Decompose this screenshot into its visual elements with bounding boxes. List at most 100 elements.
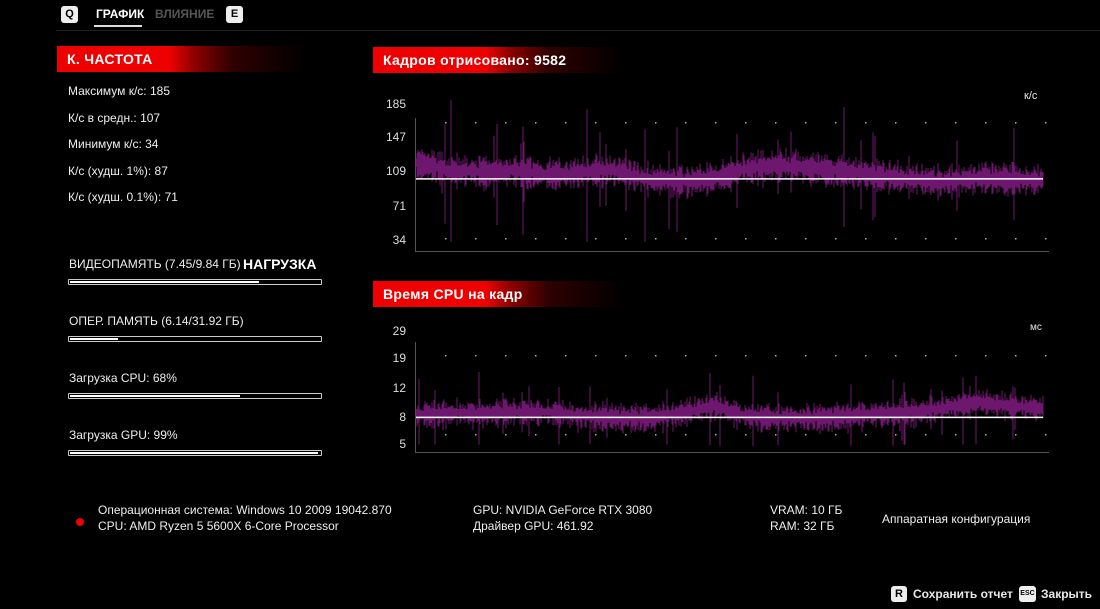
close-label: Закрыть [1041, 587, 1093, 601]
grid-dot [955, 434, 957, 436]
grid-dot [595, 434, 597, 436]
stat-max: Максимум к/с: 185 [68, 84, 170, 98]
cpu-unit: мс [1030, 322, 1042, 333]
grid-dot [775, 434, 777, 436]
grid-dot [535, 238, 537, 240]
grid-dot [685, 238, 687, 240]
grid-dot [985, 434, 987, 436]
next-tab-key[interactable]: E [226, 6, 243, 23]
grid-dot [505, 122, 507, 124]
grid-dot [475, 355, 477, 357]
driver-info: Драйвер GPU: 461.92 [473, 519, 594, 533]
fps-unit: к/с [1024, 90, 1038, 102]
grid-dot [745, 355, 747, 357]
cpu-chart-title: Время CPU на кадр [373, 281, 623, 307]
grid-dot [655, 122, 657, 124]
grid-dot [985, 238, 987, 240]
os-info: Операционная система: Windows 10 2009 19… [98, 503, 392, 517]
grid-dot [595, 238, 597, 240]
y-tick-label: 185 [385, 97, 406, 111]
stat-01pct: К/с (худш. 0.1%): 71 [68, 190, 178, 204]
grid-dot [1045, 238, 1047, 240]
esc-key-icon: ESC [1019, 586, 1036, 602]
grid-dot [745, 434, 747, 436]
grid-dot [775, 238, 777, 240]
grid-dot [805, 238, 807, 240]
active-tab-underline [94, 25, 142, 27]
header-divider [56, 30, 1100, 31]
grid-dot [505, 238, 507, 240]
load-label: Загрузка CPU: 68% [69, 371, 177, 385]
load-progress-bar [68, 279, 322, 285]
stat-min: Минимум к/с: 34 [68, 137, 159, 151]
grid-dot [745, 238, 747, 240]
grid-dot [835, 355, 837, 357]
load-progress-bar [68, 450, 322, 456]
close-button[interactable]: ESC Закрыть [1019, 586, 1092, 602]
save-report-label: Сохранить отчет [913, 587, 1013, 601]
grid-dot [445, 355, 447, 357]
grid-dot [625, 238, 627, 240]
y-tick-label: 19 [392, 351, 406, 365]
grid-dot [715, 122, 717, 124]
grid-dot [655, 434, 657, 436]
grid-dot [445, 122, 447, 124]
load-progress-fill [70, 395, 240, 397]
grid-dot [745, 122, 747, 124]
grid-dot [835, 434, 837, 436]
grid-dot [895, 122, 897, 124]
grid-dot [445, 238, 447, 240]
grid-dot [1015, 238, 1017, 240]
gpu-info: GPU: NVIDIA GeForce RTX 3080 [473, 503, 653, 517]
grid-dot [895, 238, 897, 240]
cpu-time-chart [415, 342, 1049, 453]
grid-dot [685, 355, 687, 357]
grid-dot [865, 238, 867, 240]
grid-dot [955, 355, 957, 357]
tab-graph[interactable]: ГРАФИК [96, 7, 145, 21]
load-progress-bar [68, 393, 322, 399]
grid-dot [895, 434, 897, 436]
load-progress-fill [70, 452, 318, 454]
grid-dot [475, 238, 477, 240]
fps-chart-title: Кадров отрисовано: 9582 [373, 47, 623, 73]
grid-dot [625, 434, 627, 436]
grid-dot [475, 434, 477, 436]
hardware-config-label: Аппаратная конфигурация [882, 512, 1031, 526]
grid-dot [625, 122, 627, 124]
grid-dot [925, 122, 927, 124]
fps-chart [415, 100, 1049, 252]
grid-dot [475, 122, 477, 124]
vram-info: VRAM: 10 ГБ [770, 503, 843, 517]
status-dot-icon [76, 518, 84, 526]
grid-dot [655, 238, 657, 240]
y-tick-label: 12 [392, 381, 406, 395]
y-tick-label: 147 [385, 130, 406, 144]
grid-dot [595, 122, 597, 124]
grid-dot [1015, 434, 1017, 436]
grid-dot [1045, 434, 1047, 436]
grid-dot [805, 434, 807, 436]
grid-dot [655, 355, 657, 357]
grid-dot [565, 355, 567, 357]
save-report-button[interactable]: R Сохранить отчет [891, 586, 1013, 602]
grid-dot [1015, 122, 1017, 124]
grid-dot [715, 434, 717, 436]
prev-tab-key[interactable]: Q [61, 6, 78, 23]
grid-dot [565, 238, 567, 240]
grid-dot [865, 434, 867, 436]
grid-dot [805, 355, 807, 357]
grid-dot [925, 238, 927, 240]
grid-dot [565, 122, 567, 124]
tab-influence[interactable]: ВЛИЯНИЕ [155, 7, 215, 21]
grid-dot [835, 122, 837, 124]
y-tick-label: 109 [385, 164, 406, 178]
grid-dot [625, 355, 627, 357]
grid-dot [865, 355, 867, 357]
grid-dot [505, 355, 507, 357]
grid-dot [445, 434, 447, 436]
grid-dot [955, 238, 957, 240]
grid-dot [955, 122, 957, 124]
load-label: Загрузка GPU: 99% [69, 428, 178, 442]
grid-dot [1045, 122, 1047, 124]
